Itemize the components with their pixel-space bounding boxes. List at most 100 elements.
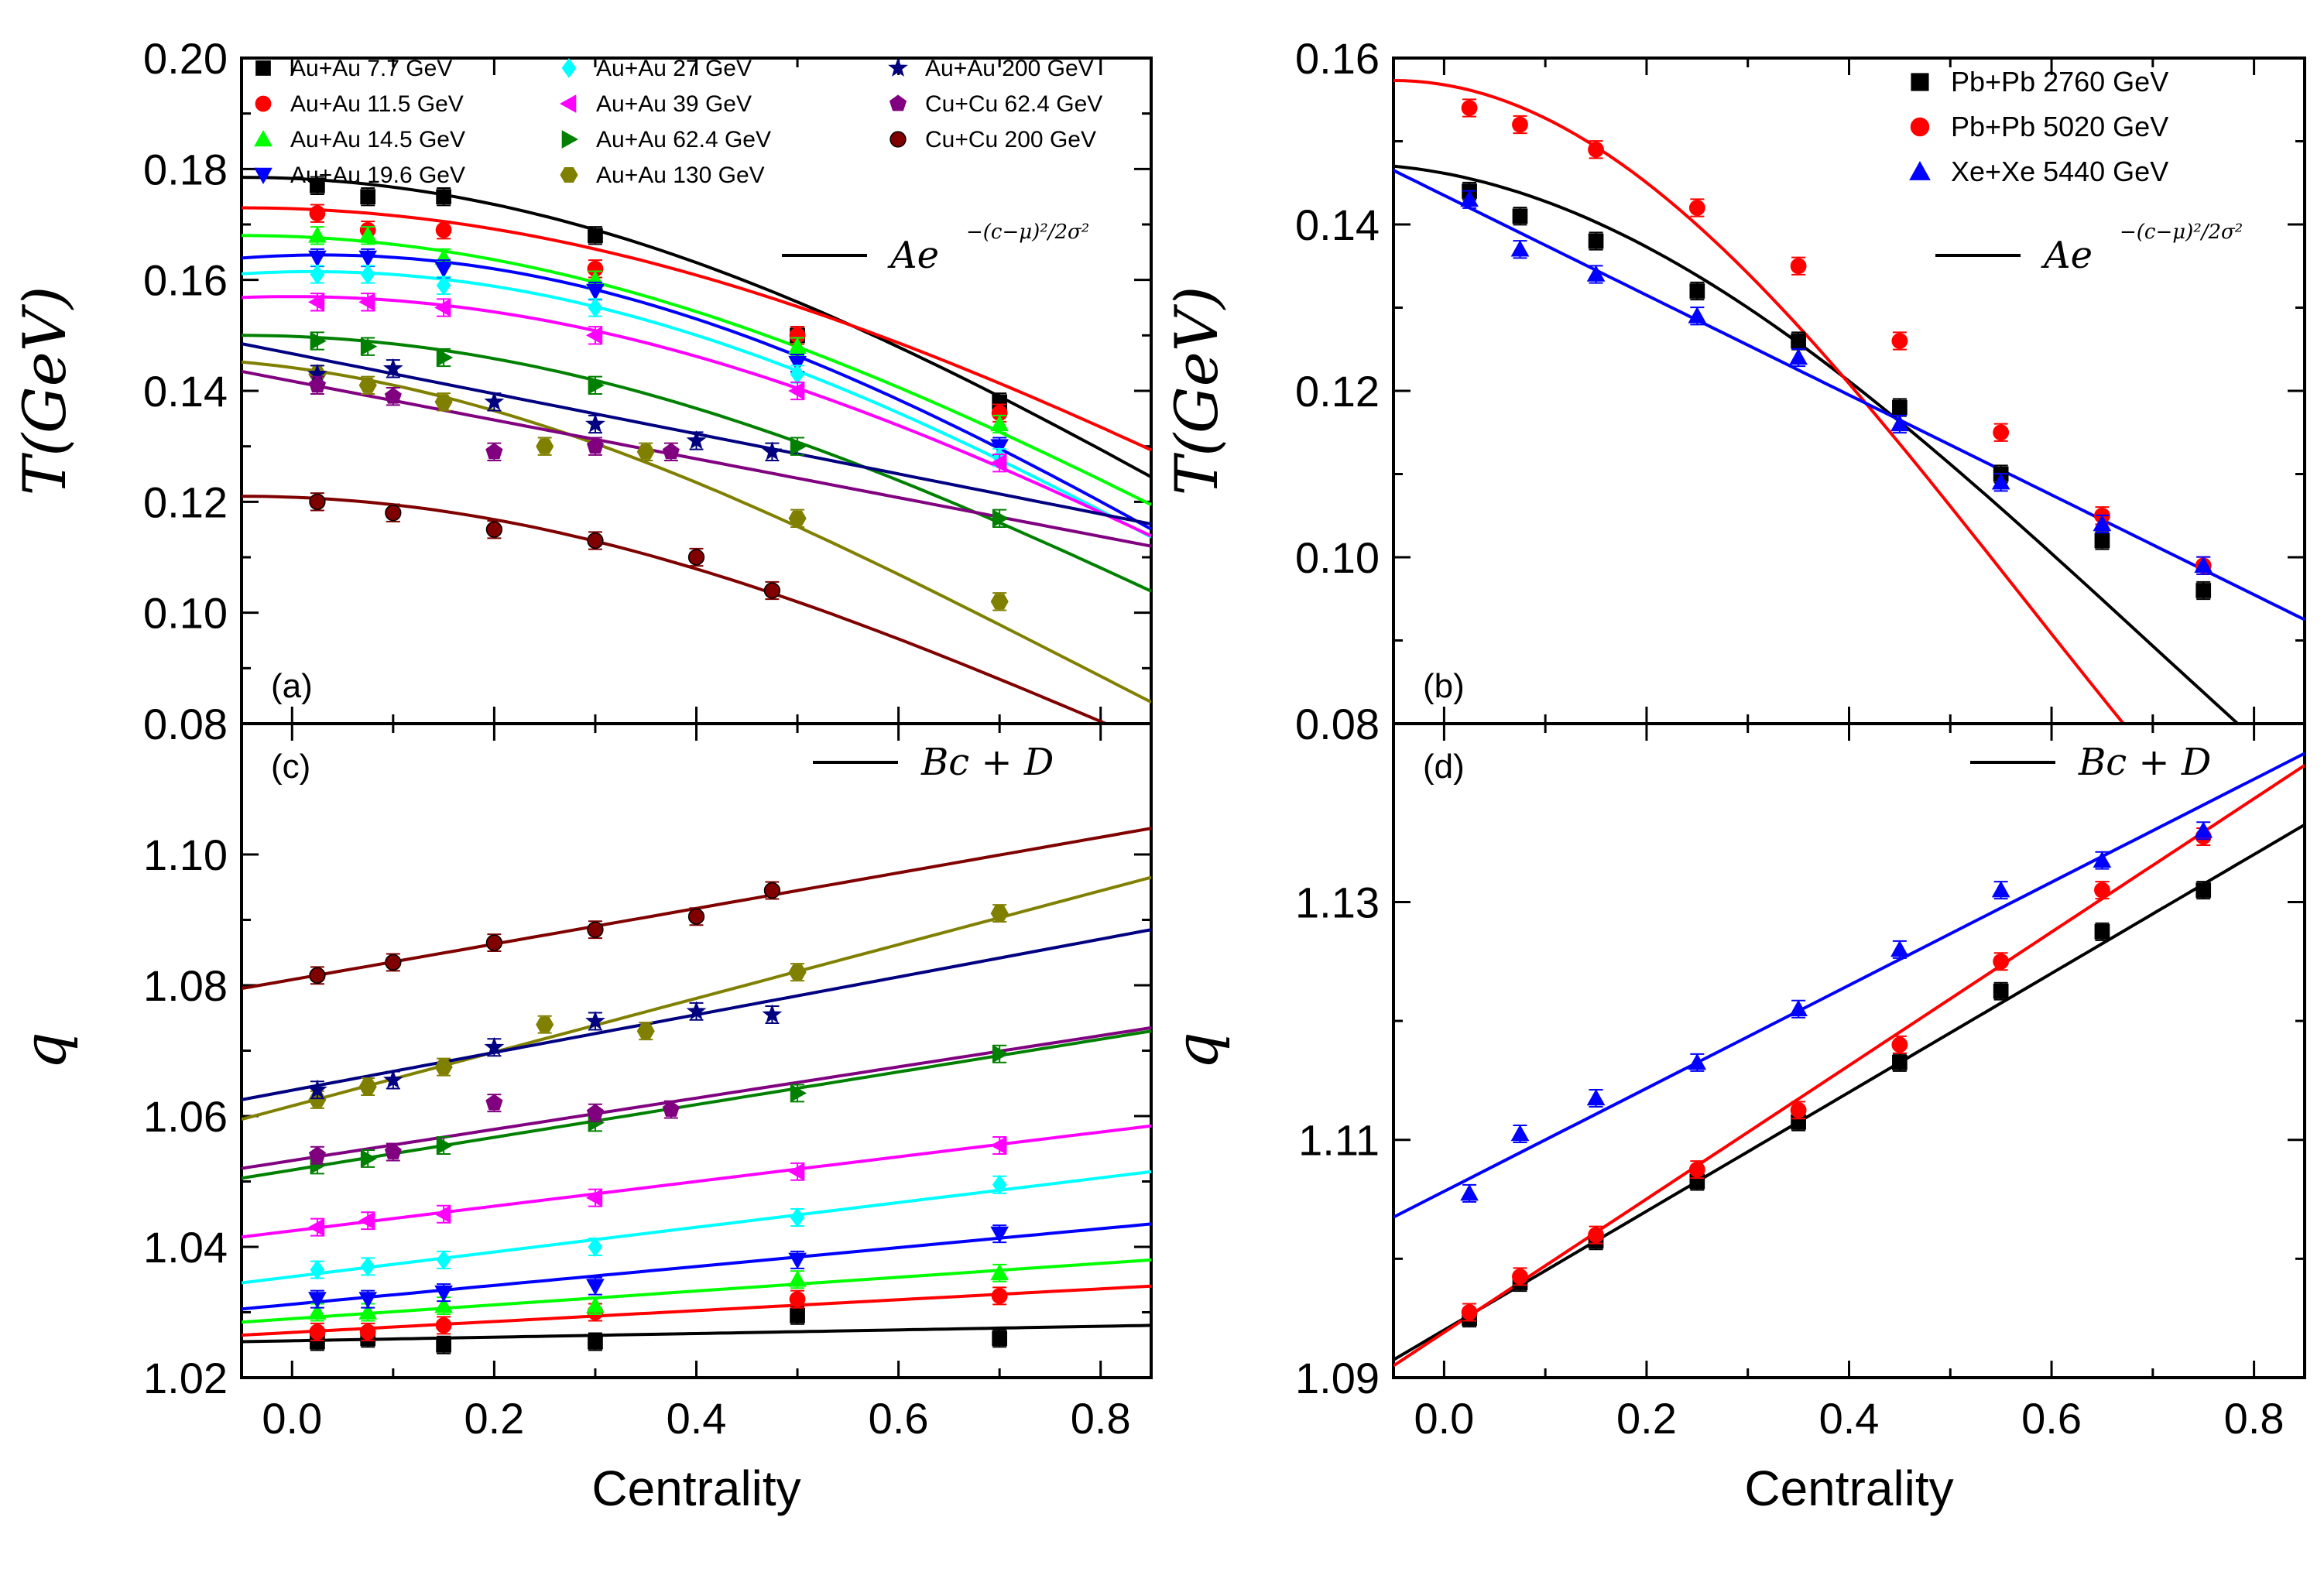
data-point [436,1249,451,1270]
data-point [485,1094,503,1111]
data-point [990,1136,1007,1155]
data-point [1790,1101,1807,1118]
data-point [434,394,453,410]
legend-label: Au+Au 7.7 GeV [290,56,452,81]
data-point [1510,240,1530,257]
data-point [1789,348,1808,365]
data-point [1460,1183,1479,1201]
legend-marker [889,131,907,148]
y-tick-label: 0.10 [143,589,228,638]
fit-curve [242,253,1151,531]
data-point [358,1078,377,1094]
panel-label: (d) [1423,748,1465,786]
data-point [1689,283,1705,299]
legend-marker [1911,73,1929,91]
legend-marker [255,95,272,112]
data-point [385,954,402,971]
data-point [1510,1124,1530,1142]
y-tick-label: 1.04 [143,1223,228,1272]
data-point [990,594,1009,610]
legend-label: Au+Au 27 GeV [596,56,752,81]
data-point [2194,556,2213,573]
legend-label: Au+Au 19.6 GeV [290,163,465,188]
data-point [2093,851,2112,868]
data-point [788,355,807,373]
data-point [1892,399,1908,416]
y-tick-label: 0.08 [143,700,228,748]
data-point [2195,882,2212,898]
data-point [686,1001,707,1020]
data-series [310,331,1009,529]
fit-curve [1393,169,2305,622]
y-tick-label: 0.16 [1295,34,1380,83]
data-point [584,413,605,433]
panel-label: (b) [1423,667,1465,705]
fit-formula: Ae [887,234,939,277]
data-series [307,358,783,462]
data-point [790,1307,805,1323]
legend-label: Cu+Cu 200 GeV [925,127,1096,152]
data-point [358,377,377,393]
x-tick-label: 0.6 [2021,1394,2082,1443]
x-tick-label: 0.8 [1071,1394,1131,1443]
data-point [308,226,327,243]
data-point [763,582,781,599]
data-point [1993,983,2009,999]
data-point [1688,1053,1707,1070]
data-point [1791,333,1806,349]
data-point [991,1287,1008,1304]
fit-curve [1393,752,2305,1219]
y-axis-label: T(GeV) [10,286,79,496]
data-point [385,505,402,522]
data-point [662,1100,680,1117]
data-point [434,298,451,317]
data-point [1890,414,1909,432]
data-point [1688,1161,1705,1178]
legend-marker [254,167,273,185]
data-series [307,293,1007,473]
x-tick-label: 0.4 [1819,1394,1880,1443]
fit-formula: Bc + D [2078,741,2211,784]
x-axis-label: Centrality [1744,1460,1953,1516]
data-point [687,908,705,925]
fit-curve [242,1029,1151,1180]
fit-curve [1393,164,2240,724]
data-point [588,1237,603,1257]
x-tick-label: 0.0 [262,1394,322,1443]
data-point [992,508,1009,528]
legend-marker [561,58,577,78]
data-point [1890,940,1909,957]
legend-label: Pb+Pb 2760 GeV [1951,66,2168,98]
fit-curve [242,369,1151,548]
panel-label: (a) [271,667,313,705]
data-point [308,250,327,268]
data-point [1789,999,1808,1016]
data-point [434,1204,451,1224]
data-series [308,1094,680,1165]
legend-label: Au+Au 11.5 GeV [290,91,464,117]
data-point [1588,1227,1604,1244]
data-point [1688,200,1705,216]
fit-curve [242,1323,1151,1344]
data-point [360,1256,375,1277]
data-point [992,1044,1009,1063]
data-point [360,189,376,205]
y-tick-label: 1.08 [143,961,228,1010]
data-point [434,1296,453,1313]
data-point [1512,1269,1528,1285]
data-series [308,375,680,462]
data-point [990,1226,1009,1244]
data-point [636,443,655,460]
data-point [307,293,325,312]
data-point [1512,208,1528,224]
plot-frame [240,722,1153,1379]
data-point [1688,306,1707,324]
panel-c-q-chart: 0.0 0.2 0.4 0.6 0.8 1.02 1.04 1.06 1.08 1.10 q Cent… [10,722,1153,1516]
x-tick-label: 0.8 [2224,1394,2285,1443]
data-point [436,275,451,296]
data-series [309,881,781,985]
data-point [434,262,453,279]
fit-curve [1393,764,2305,1368]
data-point [308,376,326,393]
data-point [788,964,807,981]
